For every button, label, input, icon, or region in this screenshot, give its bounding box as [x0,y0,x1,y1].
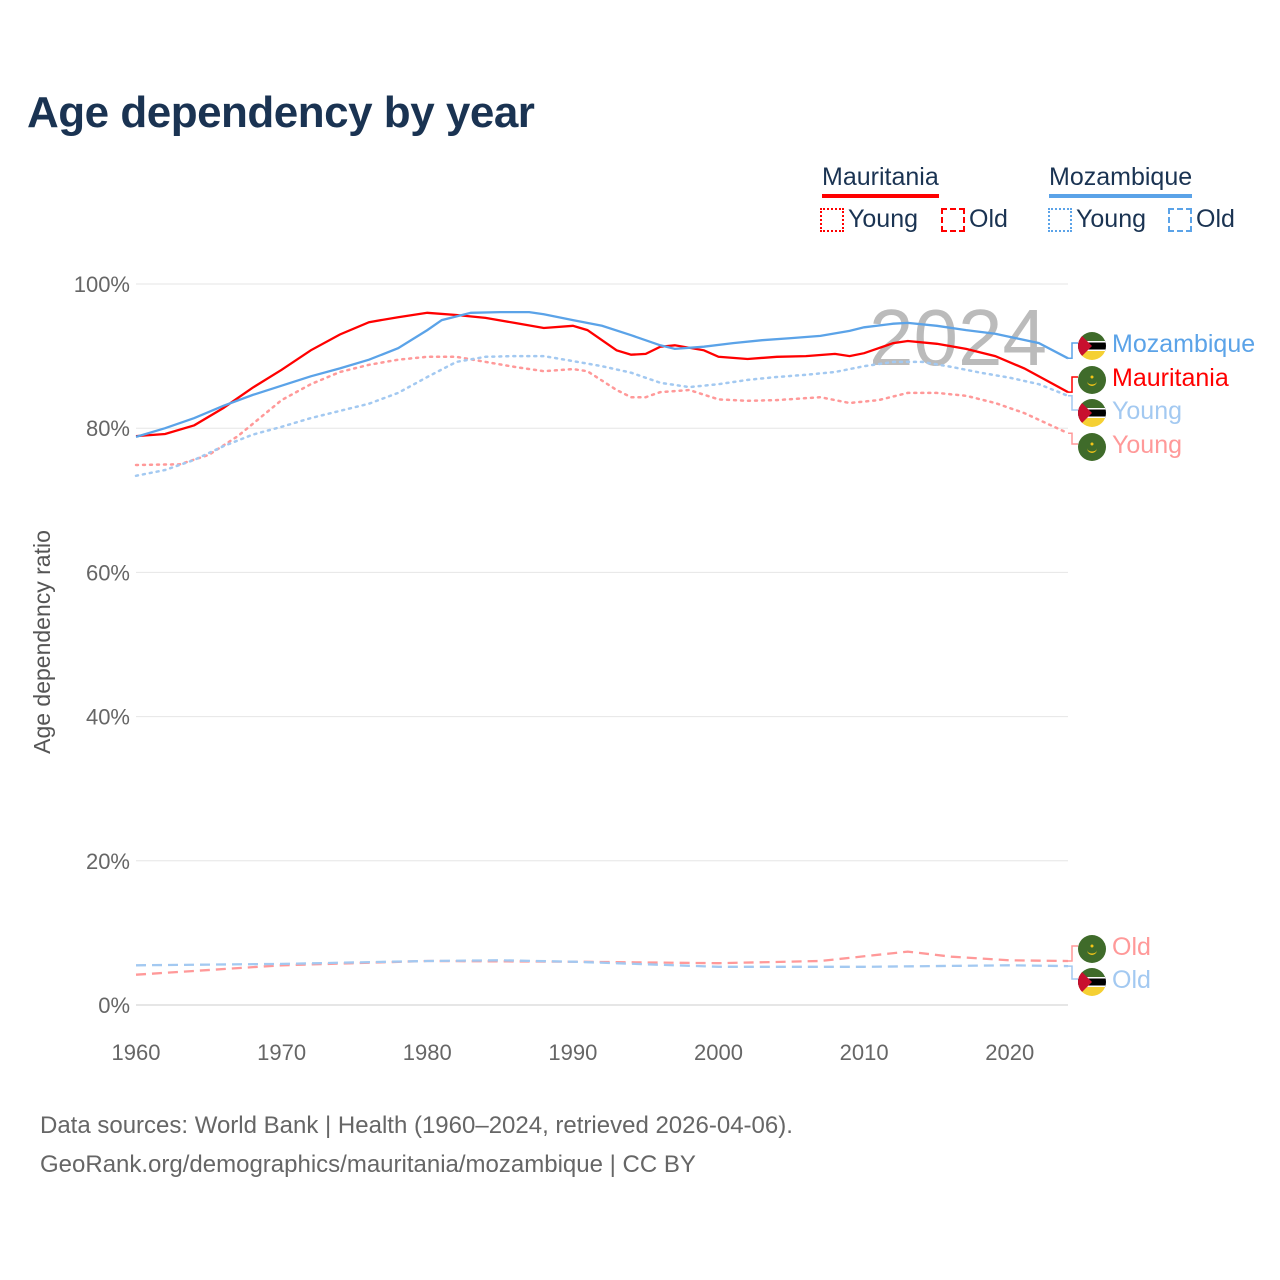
series-line-mauritania-young[interactable] [134,355,1070,467]
dashed-swatch-icon [1168,207,1192,232]
label-connector [1068,945,1078,962]
x-tick-label: 2000 [694,1040,743,1065]
mozambique-flag-icon [1078,968,1106,996]
legend-label: Young [1076,205,1146,233]
mauritania-flag-icon [1078,366,1106,394]
y-tick-label: 0% [98,993,130,1018]
x-tick-label: 2020 [985,1040,1034,1065]
legend-mauritania-young[interactable]: Young [820,205,918,234]
label-connector [1068,395,1078,411]
series-line-mauritania[interactable] [135,311,1069,438]
source-link[interactable]: GeoRank.org/demographics/mauritania/moza… [40,1151,696,1178]
legend-mauritania-old[interactable]: Old [941,205,1008,234]
legend-mauritania[interactable]: Mauritania [822,163,939,198]
series-line-mauritania-old[interactable] [135,950,1069,976]
label-connector [1068,376,1078,393]
legend-label: Old [969,205,1008,233]
mozambique-flag-icon [1078,332,1106,360]
y-axis-label: Age dependency ratio [29,530,55,754]
series-label-mozambique[interactable]: Mozambique [1112,330,1255,358]
label-connector [1068,965,1078,980]
dotted-swatch-icon [1048,207,1072,232]
legend-mozambique[interactable]: Mozambique [1049,163,1193,198]
series-label-mozambique-old[interactable]: Old [1112,966,1151,994]
label-connector [1068,432,1078,445]
dashed-swatch-icon [941,207,965,232]
label-connector [1068,342,1078,360]
series-label-mauritania-young[interactable]: Young [1112,431,1182,459]
series-line-mozambique-old[interactable] [135,959,1069,968]
x-tick-label: 1970 [257,1040,306,1065]
y-tick-label: 100% [74,272,130,297]
data-sources: Data sources: World Bank | Health (1960–… [40,1112,793,1139]
y-tick-label: 80% [86,416,130,441]
y-tick-label: 60% [86,560,130,585]
x-tick-label: 1990 [548,1040,597,1065]
series-line-mozambique[interactable] [135,310,1069,439]
legend-label: Old [1196,205,1235,233]
chart-title: Age dependency by year [27,88,535,137]
mozambique-flag-icon [1078,399,1106,427]
x-tick-label: 2010 [840,1040,889,1065]
mauritania-flag-icon [1078,935,1106,963]
legend-mozambique-young[interactable]: Young [1048,205,1146,234]
series-label-mauritania-old[interactable]: Old [1112,933,1151,961]
dotted-swatch-icon [820,207,844,232]
x-tick-label: 1960 [112,1040,161,1065]
y-tick-label: 20% [86,849,130,874]
legend-label: Young [848,205,918,233]
series-label-mozambique-young[interactable]: Young [1112,397,1182,425]
footer: Data sources: World Bank | Health (1960–… [40,1106,793,1184]
x-tick-label: 1980 [403,1040,452,1065]
y-tick-label: 40% [86,705,130,730]
mauritania-flag-icon [1078,433,1106,461]
legend-mozambique-old[interactable]: Old [1168,205,1235,234]
series-label-mauritania[interactable]: Mauritania [1112,364,1229,392]
